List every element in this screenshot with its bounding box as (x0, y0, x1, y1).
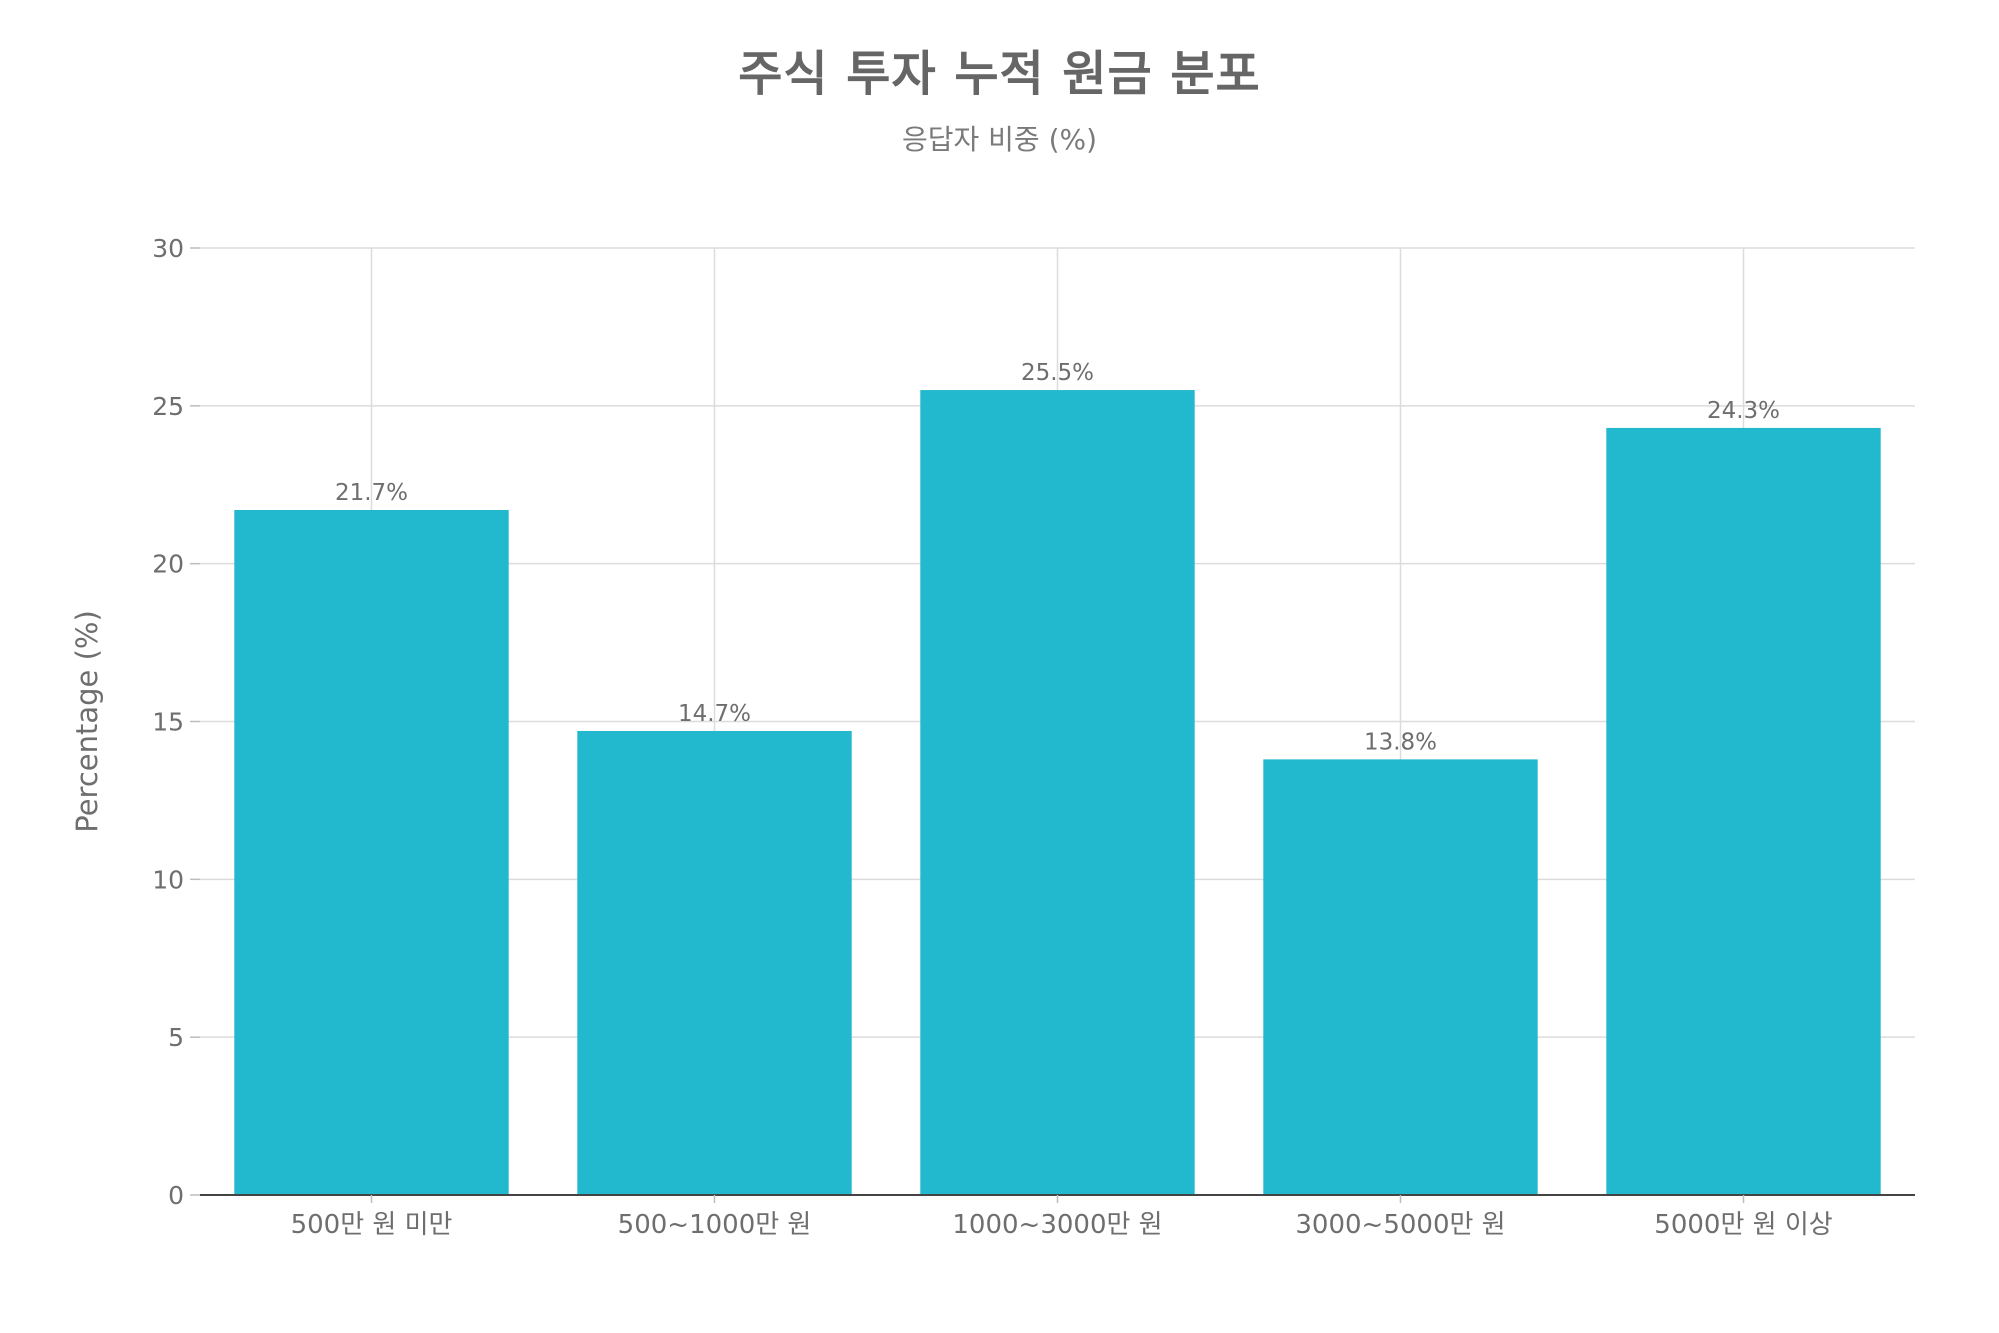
y-tick-label: 15 (152, 708, 184, 737)
bar (577, 730, 852, 1195)
data-label: 25.5% (1021, 360, 1094, 386)
data-label: 21.7% (335, 480, 408, 506)
y-tick-label: 30 (152, 234, 184, 263)
data-label: 14.7% (678, 701, 751, 727)
y-tick-label: 5 (168, 1023, 184, 1052)
y-tick-label: 20 (152, 550, 184, 579)
y-tick-label: 25 (152, 392, 184, 421)
x-tick-label: 5000만 원 이상 (1654, 1210, 1832, 1240)
y-tick-label: 0 (168, 1181, 184, 1210)
y-axis-label: Percentage (%) (70, 610, 104, 833)
chart-subtitle: 응답자 비중 (%) (901, 123, 1098, 156)
data-label: 13.8% (1364, 729, 1437, 755)
x-tick-label: 500만 원 미만 (291, 1210, 453, 1240)
x-tick-label: 1000~3000만 원 (952, 1210, 1162, 1240)
bar (1263, 759, 1538, 1195)
x-tick-label: 3000~5000만 원 (1295, 1210, 1505, 1240)
chart-title: 주식 투자 누적 원금 분포 (738, 46, 1261, 102)
x-tick-label: 500~1000만 원 (618, 1210, 812, 1240)
bar (1606, 427, 1881, 1195)
bar (920, 390, 1195, 1195)
data-label: 24.3% (1707, 398, 1780, 424)
y-tick-label: 10 (152, 865, 184, 894)
bar (234, 510, 509, 1196)
